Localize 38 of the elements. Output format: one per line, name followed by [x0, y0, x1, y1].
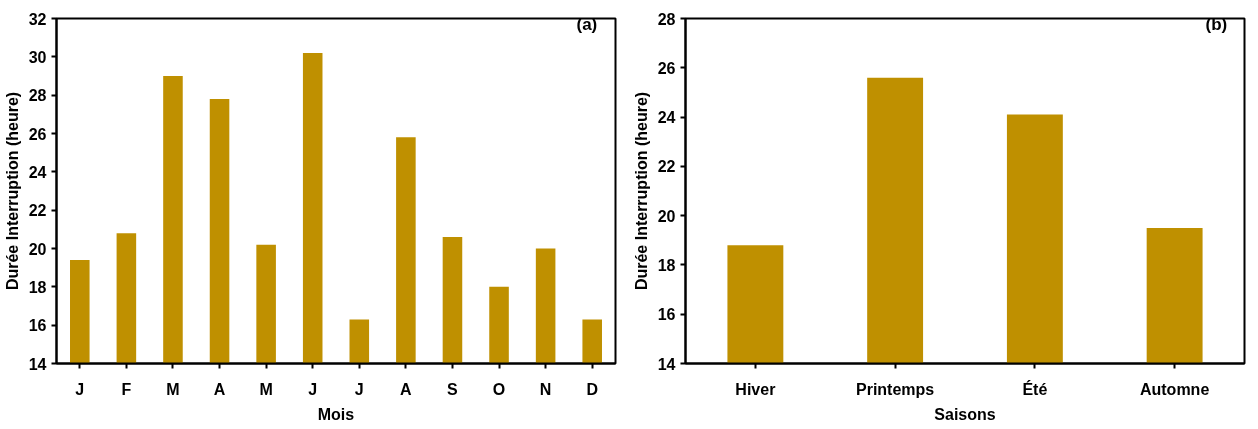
- x-tick-label: Automne: [1139, 380, 1210, 398]
- x-tick-label: S: [447, 380, 459, 398]
- x-tick-label: Été: [1022, 379, 1048, 398]
- y-tick-label: 28: [28, 87, 47, 105]
- y-tick-label: 30: [28, 48, 47, 66]
- x-axis-title: Mois: [317, 405, 355, 423]
- y-tick-label: 28: [657, 10, 676, 28]
- y-tick-label: 18: [28, 278, 47, 296]
- y-axis-title: Durée Interruption (heure): [3, 91, 21, 291]
- x-axis-title: Saisons: [934, 405, 996, 423]
- x-tick-label: M: [259, 380, 273, 398]
- x-tick-label: A: [213, 380, 226, 398]
- y-tick-label: 26: [28, 125, 47, 143]
- y-tick-label: 22: [28, 202, 47, 220]
- x-tick-label: D: [586, 380, 598, 398]
- y-tick-label: 32: [28, 10, 47, 28]
- y-tick-label: 22: [657, 158, 676, 176]
- x-tick-label: F: [121, 380, 132, 398]
- y-tick-label: 16: [657, 306, 676, 324]
- y-tick-label: 18: [657, 256, 676, 274]
- y-axis-title: Durée Interruption (heure): [632, 91, 650, 291]
- x-tick-label: N: [539, 380, 552, 398]
- y-tick-label: 24: [28, 163, 47, 181]
- y-tick-label: 14: [28, 355, 47, 373]
- x-tick-label: M: [166, 380, 180, 398]
- y-tick-label: 20: [28, 240, 47, 258]
- x-tick-label: J: [308, 380, 318, 398]
- x-tick-label: Printemps: [856, 380, 935, 398]
- x-tick-label: Hiver: [735, 380, 776, 398]
- y-tick-label: 26: [657, 59, 676, 77]
- x-tick-label: A: [400, 380, 413, 398]
- y-tick-label: 16: [28, 317, 47, 335]
- x-tick-label: J: [354, 380, 364, 398]
- x-tick-label: J: [75, 380, 85, 398]
- y-tick-label: 24: [657, 109, 676, 127]
- y-tick-label: 14: [657, 355, 676, 373]
- y-tick-label: 20: [657, 207, 676, 225]
- x-tick-label: O: [492, 380, 506, 398]
